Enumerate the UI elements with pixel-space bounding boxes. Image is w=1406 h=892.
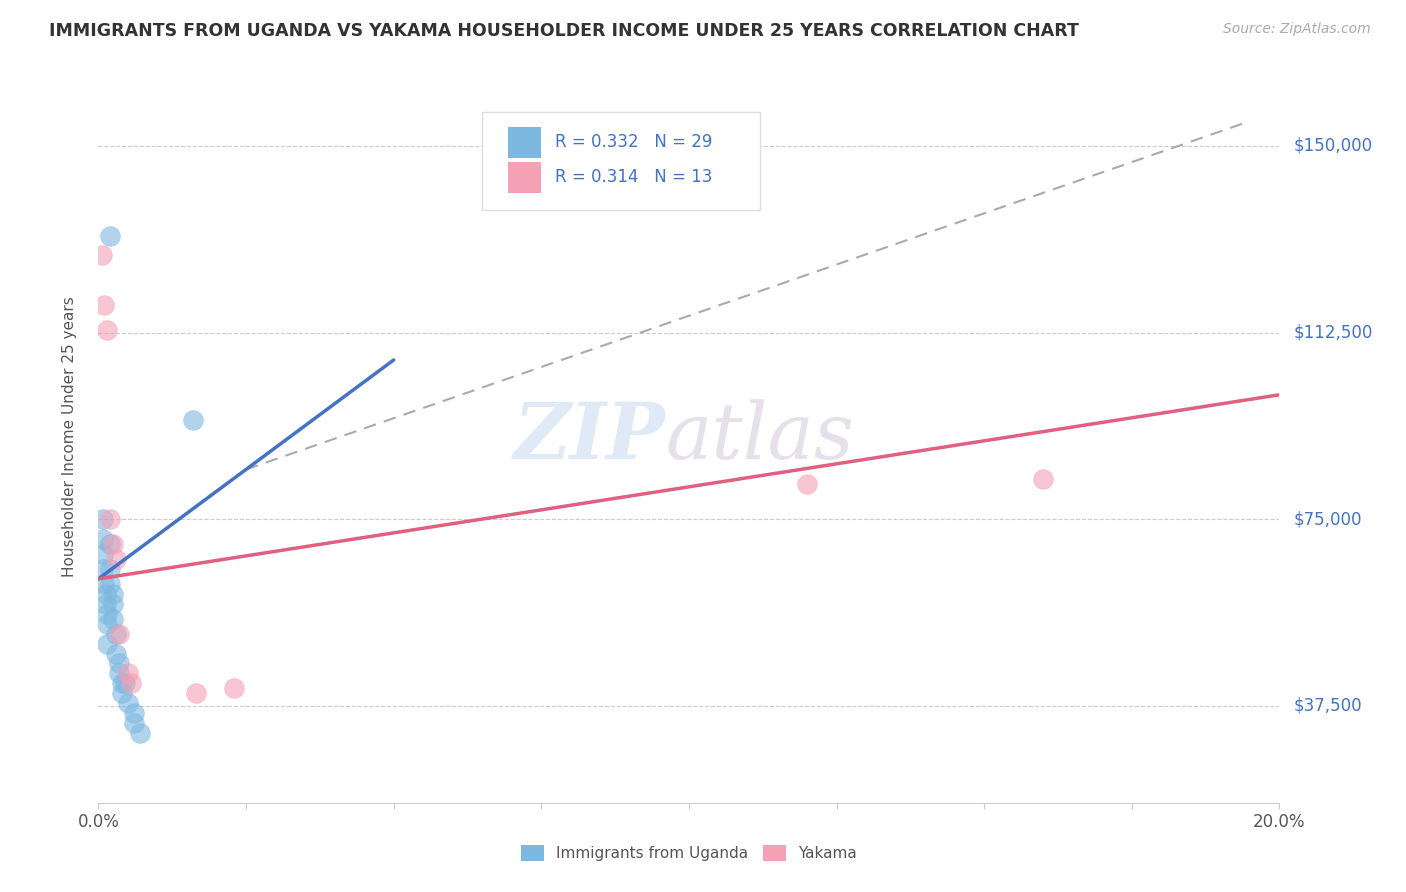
Point [117,696,139,710]
Point [108,626,131,640]
Bar [508,127,541,158]
Point [122,706,145,721]
Point [94,597,117,611]
Point [103,537,125,551]
Point [91,562,114,576]
Point [114,676,136,690]
Text: $37,500: $37,500 [1294,697,1362,714]
Point [103,612,125,626]
Text: atlas: atlas [665,399,853,475]
Point [98,228,121,243]
Text: ZIP: ZIP [513,399,665,475]
Point [96,636,118,650]
Text: R = 0.332   N = 29: R = 0.332 N = 29 [555,133,713,152]
Point [103,597,125,611]
Point [91,532,114,546]
Text: R = 0.314   N = 13: R = 0.314 N = 13 [555,169,713,186]
Point [98,512,121,526]
Point [91,547,114,561]
Point [108,666,131,681]
Point [1032,472,1054,486]
Point [96,323,118,337]
Text: $112,500: $112,500 [1294,324,1372,342]
Point [96,607,118,621]
Point [93,298,115,312]
Point [796,477,818,491]
Point [91,512,114,526]
Point [91,248,114,262]
Point [96,616,118,631]
Point [224,681,246,696]
Point [108,657,131,671]
Point [103,587,125,601]
Text: $75,000: $75,000 [1294,510,1362,528]
Text: $150,000: $150,000 [1294,137,1372,155]
Point [184,686,207,700]
Point [93,577,115,591]
Bar [508,162,541,193]
Text: IMMIGRANTS FROM UGANDA VS YAKAMA HOUSEHOLDER INCOME UNDER 25 YEARS CORRELATION C: IMMIGRANTS FROM UGANDA VS YAKAMA HOUSEHO… [49,22,1078,40]
Point [98,537,121,551]
Point [181,412,204,426]
Legend: Immigrants from Uganda, Yakama: Immigrants from Uganda, Yakama [520,845,858,861]
Point [128,726,150,740]
Point [105,552,128,566]
Point [98,562,121,576]
Point [117,666,139,681]
Point [122,716,145,731]
Point [120,676,142,690]
FancyBboxPatch shape [482,112,759,211]
Point [105,647,128,661]
Point [98,577,121,591]
Point [105,626,128,640]
Text: Source: ZipAtlas.com: Source: ZipAtlas.com [1223,22,1371,37]
Point [111,686,134,700]
Point [111,676,134,690]
Point [94,587,117,601]
Y-axis label: Householder Income Under 25 years: Householder Income Under 25 years [62,297,77,577]
